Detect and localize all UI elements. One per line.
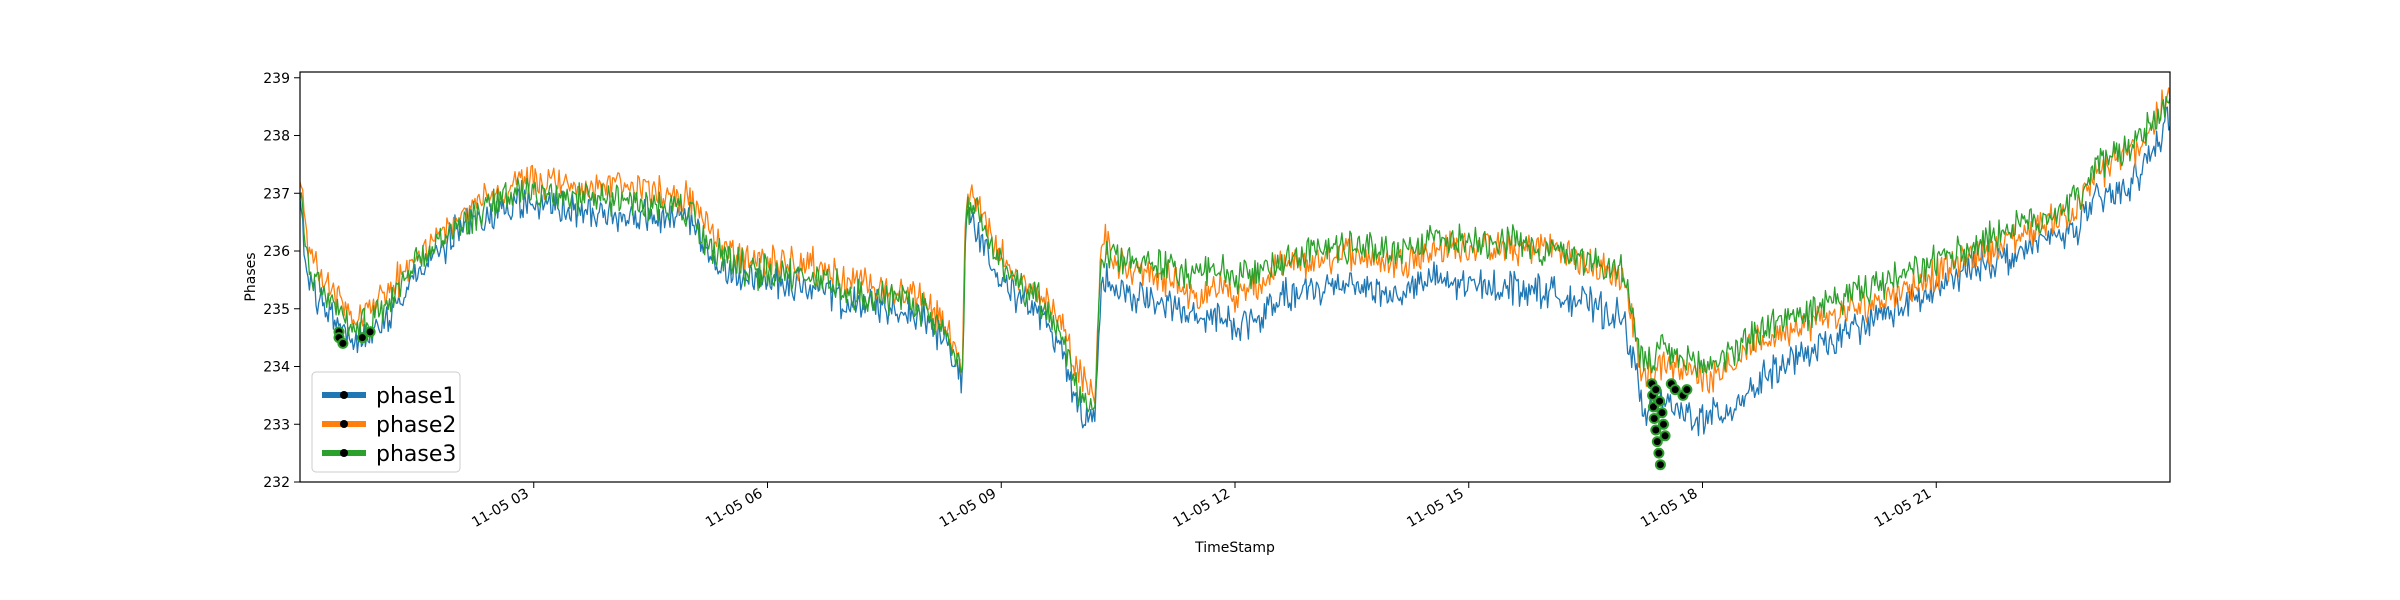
legend-marker-phase3 — [340, 449, 348, 457]
anomaly-point — [1648, 413, 1660, 424]
y-axis-label: Phases — [243, 252, 259, 301]
legend-item-phase2: phase2 — [322, 413, 456, 438]
anomaly-point — [1669, 384, 1681, 396]
y-tick-label: 234 — [263, 360, 290, 376]
anomaly-layer — [333, 326, 1693, 471]
anomaly-point — [1656, 407, 1668, 419]
legend-label-phase3: phase3 — [376, 442, 456, 467]
anomaly-point — [364, 326, 376, 338]
anomaly-point — [1654, 459, 1666, 471]
anomaly-point — [337, 337, 349, 349]
legend-marker-phase1 — [340, 391, 348, 399]
y-tick-label: 235 — [263, 302, 290, 318]
anomaly-point — [1650, 424, 1662, 436]
anomaly-point — [1681, 384, 1693, 396]
anomaly-point — [1654, 395, 1666, 407]
anomaly-point — [1659, 430, 1671, 442]
legend-label-phase2: phase2 — [376, 413, 456, 438]
y-tick-label: 233 — [263, 417, 290, 433]
anomaly-point — [356, 332, 368, 344]
y-tick-label: 239 — [263, 71, 290, 87]
legend-label-phase1: phase1 — [376, 384, 456, 409]
y-tick-label: 232 — [263, 475, 290, 491]
anomaly-point — [1650, 384, 1662, 396]
x-axis-label: TimeStamp — [1194, 540, 1275, 556]
legend: phase1 phase2 phase3 — [311, 371, 461, 473]
y-axis: 232 233 234 235 236 237 238 239 — [263, 71, 300, 491]
series-line-phase3 — [299, 95, 2171, 413]
y-tick-label: 238 — [263, 129, 290, 145]
series-layer — [299, 87, 2171, 437]
series-line-phase2 — [299, 87, 2171, 405]
anomaly-point — [1653, 447, 1665, 459]
legend-marker-phase2 — [340, 420, 348, 428]
legend-item-phase3: phase3 — [322, 442, 456, 467]
anomaly-point — [1658, 418, 1669, 430]
y-tick-label: 237 — [263, 186, 290, 202]
anomaly-point — [1651, 436, 1663, 448]
y-tick-label: 236 — [263, 244, 290, 260]
legend-item-phase1: phase1 — [322, 384, 456, 409]
